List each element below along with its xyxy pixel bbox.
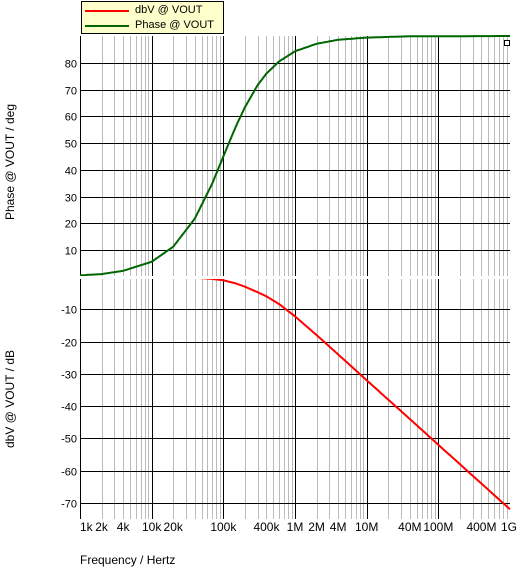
legend-swatch-phase xyxy=(85,25,129,27)
y-tick-label: 20 xyxy=(65,219,77,231)
y-tick-label: 10 xyxy=(65,246,77,258)
y-tick-label: 40 xyxy=(65,166,77,178)
y-tick-label: 50 xyxy=(65,139,77,151)
x-tick-label: 2k xyxy=(95,520,109,534)
x-tick-label: 4M xyxy=(330,520,347,534)
x-tick-label: 400M xyxy=(466,520,496,534)
legend-item-phase: Phase @ VOUT xyxy=(82,18,223,33)
x-axis-label: Frequency / Hertz xyxy=(80,553,176,567)
dbv-axis-label: dbV @ VOUT / dB xyxy=(3,350,17,448)
legend-swatch-dbv xyxy=(85,10,129,12)
x-tick-label: 1G xyxy=(501,520,517,534)
legend: dbV @ VOUT Phase @ VOUT xyxy=(81,1,224,34)
x-tick-label: 4k xyxy=(117,520,131,534)
y-tick-label: -50 xyxy=(61,434,77,446)
y-tick-label: 30 xyxy=(65,193,77,205)
y-tick-label: -20 xyxy=(61,338,77,350)
legend-item-dbv: dbV @ VOUT xyxy=(82,3,223,18)
x-tick-label: 100k xyxy=(210,520,237,534)
x-tick-label: 10k xyxy=(142,520,162,534)
x-tick-label: 1k xyxy=(80,520,94,534)
x-tick-label: 10M xyxy=(355,520,378,534)
x-tick-label: 100M xyxy=(423,520,453,534)
x-tick-label: 400k xyxy=(253,520,280,534)
legend-label-dbv: dbV @ VOUT xyxy=(135,4,203,16)
x-tick-label: 40M xyxy=(398,520,421,534)
y-tick-label: 60 xyxy=(65,112,77,124)
x-tick-label: 1M xyxy=(287,520,304,534)
series-line-phase xyxy=(79,35,510,277)
y-tick-label: -60 xyxy=(61,467,77,479)
phase-axis-label: Phase @ VOUT / deg xyxy=(3,104,17,221)
legend-label-phase: Phase @ VOUT xyxy=(135,19,215,31)
x-tick-label: 20k xyxy=(164,520,184,534)
y-tick-label: -70 xyxy=(61,499,77,511)
y-tick-label: -40 xyxy=(61,402,77,414)
y-tick-label: -30 xyxy=(61,370,77,382)
x-tick-label: 2M xyxy=(308,520,325,534)
y-tick-label: 70 xyxy=(65,86,77,98)
cursor-marker xyxy=(504,40,510,46)
y-tick-label: -10 xyxy=(61,305,77,317)
y-tick-label: 80 xyxy=(65,59,77,71)
